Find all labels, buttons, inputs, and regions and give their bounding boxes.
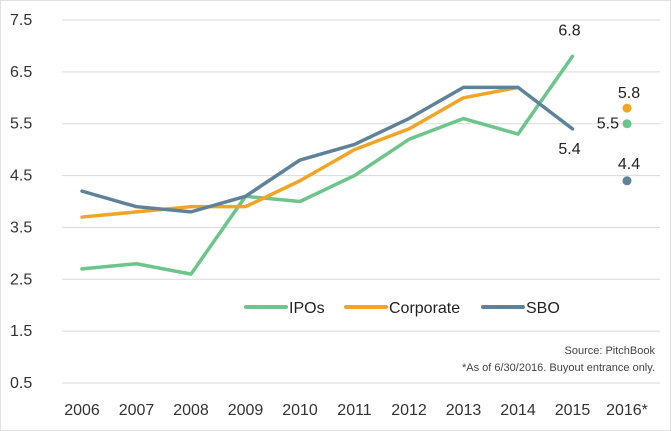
legend-label-corporate: Corporate	[389, 300, 460, 317]
data-point-corporate-2016	[622, 103, 632, 113]
y-tick-label: 0.5	[10, 375, 32, 392]
data-point-sbo-2016	[622, 176, 632, 186]
x-tick-label: 2009	[228, 402, 264, 419]
legend: IPOs Corporate SBO	[244, 300, 560, 317]
series-lines	[80, 54, 575, 276]
y-tick-label: 7.5	[10, 12, 32, 29]
data-label-corporate-2016: 5.8	[618, 85, 640, 102]
y-tick-label: 6.5	[10, 64, 32, 81]
y-tick-label: 4.5	[10, 168, 32, 185]
footnote: *As of 6/30/2016. Buyout entrance only.	[462, 362, 655, 374]
x-tick-label: 2010	[282, 402, 318, 419]
series-line-ipos	[80, 54, 575, 276]
y-tick-label: 3.5	[10, 219, 32, 236]
y-tick-label: 1.5	[10, 323, 32, 340]
x-tick-label: 2013	[446, 402, 482, 419]
data-label-sbo-2016: 4.4	[618, 156, 640, 173]
y-axis-ticks: 0.5 1.5 2.5 3.5 4.5 5.5 6.5 7.5	[10, 12, 32, 392]
x-tick-label: 2007	[119, 402, 155, 419]
data-label-ipos-2016: 5.5	[597, 116, 619, 133]
data-label-sbo-2015: 5.4	[558, 141, 580, 158]
x-tick-label: 2016*	[606, 402, 648, 419]
x-tick-label: 2014	[500, 402, 536, 419]
source-note: Source: PitchBook	[565, 345, 656, 357]
data-label-ipos-2015: 6.8	[558, 22, 580, 39]
data-point-ipos-2016	[622, 119, 632, 129]
x-tick-label: 2006	[64, 402, 100, 419]
data-labels: 6.8 5.4 5.8 5.5 4.4	[558, 22, 640, 172]
y-tick-label: 5.5	[10, 116, 32, 133]
x-tick-label: 2011	[337, 402, 372, 419]
legend-label-ipos: IPOs	[289, 300, 325, 317]
legend-label-sbo: SBO	[526, 300, 560, 317]
x-tick-label: 2008	[173, 402, 209, 419]
x-tick-label: 2012	[391, 402, 427, 419]
series-points	[622, 103, 632, 186]
x-tick-label: 2015	[555, 402, 591, 419]
series-line-sbo	[80, 85, 575, 214]
y-tick-label: 2.5	[10, 271, 32, 288]
x-axis-ticks: 2006 2007 2008 2009 2010 2011 2012 2013 2014 2015…	[64, 402, 648, 419]
